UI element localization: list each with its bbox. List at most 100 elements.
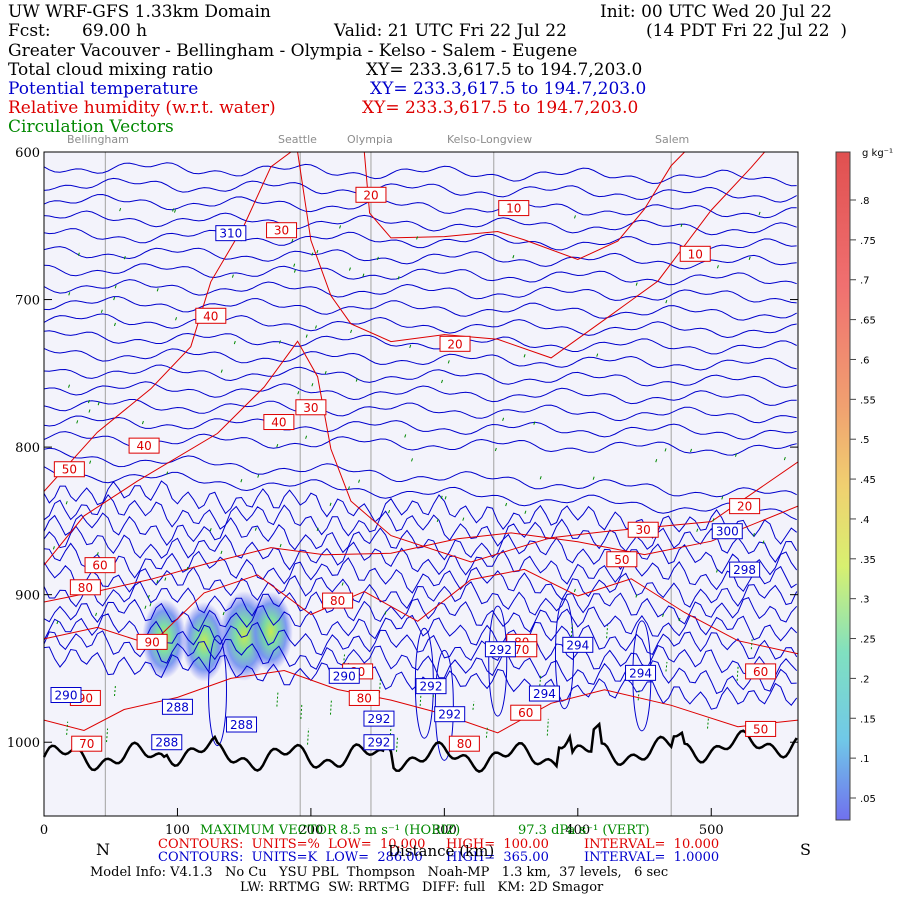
theta-contour-25 xyxy=(44,581,798,642)
x-axis-title: Distance (km) xyxy=(388,842,495,860)
south-label: S xyxy=(800,840,811,859)
wind-vector xyxy=(222,611,225,616)
rh-contour-interval: INTERVAL= 10.000 xyxy=(584,837,720,852)
y-tick-label: 600 xyxy=(15,146,40,161)
wind-vector xyxy=(736,665,739,681)
colorbar-tick-label: .7 xyxy=(860,276,870,287)
wind-vector xyxy=(278,340,281,344)
rh-contour-6 xyxy=(44,505,798,603)
local-time: (14 PDT Fri 22 Jul 22 ) xyxy=(646,21,847,41)
field-rh: Relative humidity (w.r.t. water) xyxy=(8,98,276,118)
wind-vector xyxy=(311,383,314,387)
wind-vector xyxy=(680,223,683,227)
wind-vector xyxy=(257,474,260,478)
colorbar-tick-label: .15 xyxy=(860,714,876,725)
field-cloud-xy: XY= 233.3,617.5 to 194.7,203.0 xyxy=(366,60,643,80)
theta-contour-20 xyxy=(44,493,798,563)
theta-label: 294 xyxy=(566,638,589,652)
theta-label-box xyxy=(484,641,516,658)
rh-label: 30 xyxy=(274,224,289,238)
wind-vector xyxy=(311,252,314,256)
x-tick-label: 0 xyxy=(40,823,48,838)
wind-vector xyxy=(716,265,719,269)
location-label-seattle: Seattle xyxy=(278,133,317,146)
theta-contour-14 xyxy=(44,399,797,424)
wind-vector xyxy=(462,517,465,521)
rh-label: 20 xyxy=(737,500,752,514)
rh-label-box xyxy=(510,704,542,721)
region-title: Greater Vacouver - Bellingham - Olympia … xyxy=(8,41,578,61)
model-info-physics: LW: RRTMG SW: RRTMG DIFF: full KM: 2D Sm… xyxy=(240,880,604,895)
wind-vector xyxy=(141,420,144,425)
rh-label: 60 xyxy=(753,665,768,679)
wind-vector xyxy=(343,654,346,665)
rh-label: 40 xyxy=(136,439,151,453)
wind-vector xyxy=(316,249,319,254)
wind-vector xyxy=(324,370,327,375)
wind-vector xyxy=(512,255,515,259)
wind-vector xyxy=(156,288,159,292)
theta-label-box xyxy=(215,225,247,242)
wind-vector xyxy=(97,402,100,406)
forecast-hour: 69.00 h xyxy=(82,21,148,41)
rh-label-box xyxy=(498,200,530,217)
wind-vector xyxy=(635,594,638,598)
wind-vector xyxy=(339,225,342,229)
colorbar-tick-label: .55 xyxy=(860,395,876,406)
wind-vector xyxy=(570,623,573,641)
theta-label-box xyxy=(50,687,82,704)
theta-contour-26 xyxy=(44,598,798,660)
theta-contour-18 xyxy=(44,466,797,521)
wind-vector xyxy=(68,292,71,296)
wind-vector xyxy=(444,496,447,500)
rh-label: 50 xyxy=(753,722,768,736)
rh-label: 50 xyxy=(614,553,629,567)
model-title: UW WRF-GFS 1.33km Domain xyxy=(8,2,271,22)
theta-contour-interval: INTERVAL= 1.0000 xyxy=(584,850,720,865)
x-tick-label: 400 xyxy=(565,823,590,838)
rh-label: 40 xyxy=(271,416,286,430)
axes: 600 700 800 900 1000 0 100 200 300 400 500 xyxy=(7,146,798,838)
wind-vector xyxy=(348,267,351,271)
wind-vector xyxy=(156,579,159,584)
wind-vector xyxy=(87,399,90,404)
x-tick-label: 500 xyxy=(699,823,724,838)
wind-vector xyxy=(166,471,169,475)
rh-contour-4 xyxy=(44,568,798,655)
init-time: Init: 00 UTC Wed 20 Jul 22 xyxy=(600,2,832,22)
wind-vector xyxy=(300,703,303,719)
rh-label: 90 xyxy=(144,635,159,649)
rh-label-box xyxy=(295,399,327,416)
wind-vector xyxy=(220,550,223,555)
rh-contours xyxy=(44,152,798,734)
theta-label: 292 xyxy=(489,643,512,657)
colorbar-tick-label: .45 xyxy=(860,475,876,486)
rh-contour-high: HIGH= 100.00 xyxy=(446,837,549,852)
wind-vector xyxy=(395,737,398,752)
wind-vector xyxy=(539,476,542,480)
theta-label: 288 xyxy=(166,700,189,714)
wind-vector xyxy=(113,296,116,301)
wind-vector xyxy=(316,527,319,531)
theta-contour-7 xyxy=(44,279,797,304)
rh-label: 60 xyxy=(518,706,533,720)
wind-vector xyxy=(114,684,117,697)
theta-contour-4 xyxy=(44,228,797,253)
field-theta: Potential temperature xyxy=(8,79,199,99)
wind-vector xyxy=(762,540,765,544)
wind-vector xyxy=(472,701,475,710)
rh-label-box xyxy=(71,735,103,752)
theta-label-box xyxy=(625,664,657,681)
x-tick-label: 200 xyxy=(298,823,323,838)
theta-contour-16 xyxy=(44,431,797,456)
theta-contour-28 xyxy=(44,630,797,695)
theta-contours xyxy=(44,162,798,761)
rh-label-box xyxy=(355,186,387,203)
wind-vector xyxy=(523,354,526,358)
max-vector-horiz: 8.5 m s⁻¹ (HORIZ) xyxy=(340,823,461,838)
wind-vector xyxy=(485,726,488,738)
rh-label-box xyxy=(322,592,354,609)
wind-vector xyxy=(358,479,361,483)
theta-label-box xyxy=(363,710,395,727)
wind-vector xyxy=(96,552,99,556)
